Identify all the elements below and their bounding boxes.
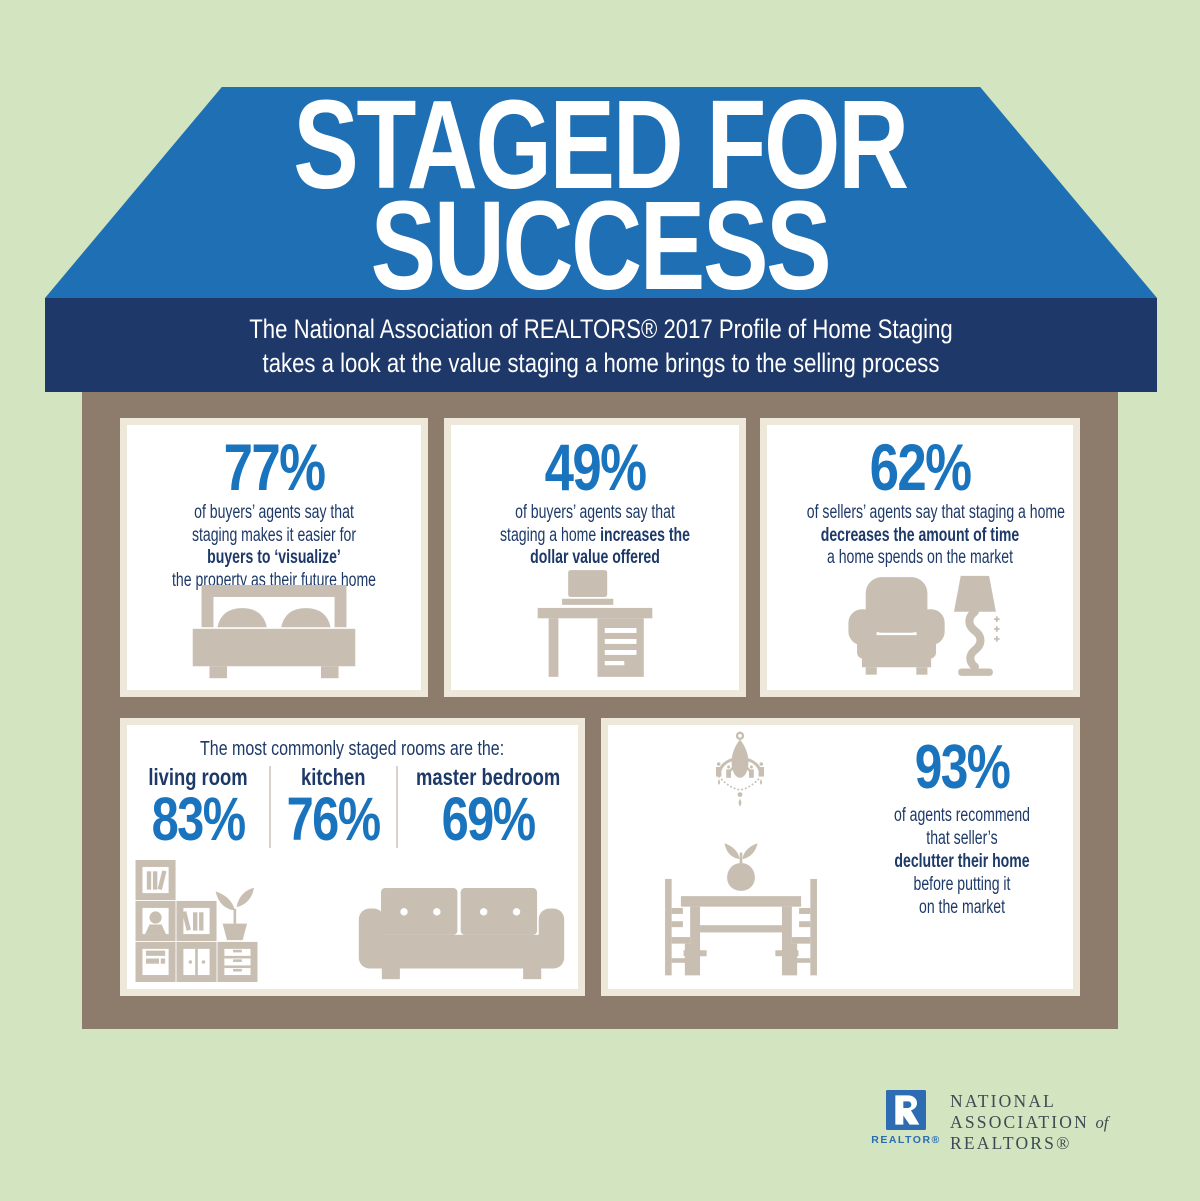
house-roof-shape (45, 87, 1157, 298)
stat-box-visualize: 77% of buyers’ agents say that staging m… (120, 418, 428, 697)
bed-icon (192, 585, 356, 679)
nar-org-line: REALTORS® (950, 1133, 1072, 1153)
stat-copy-dollar: of buyers’ agents say that staging a hom… (500, 502, 690, 568)
room-value: 69% (441, 785, 536, 853)
realtor-mark: REALTOR® (871, 1090, 939, 1146)
chandelier-icon (716, 731, 764, 807)
nar-org-line: NATIONAL (950, 1091, 1057, 1111)
stat-value-time: 62% (869, 430, 972, 504)
stat-value-declutter: 93% (914, 733, 1011, 802)
stat-copy-time: of sellers’ agents say that staging a ho… (806, 502, 1065, 568)
armchair-lamp-icon (848, 575, 1000, 676)
room-column-kitchen: kitchen 76% (271, 764, 396, 853)
nar-org-name: NATIONAL ASSOCIATION of REALTORS® (950, 1090, 1108, 1154)
sofa-icon (358, 888, 565, 980)
realtor-r-icon (886, 1090, 926, 1130)
column-divider (269, 766, 271, 848)
dining-table-icon (665, 843, 817, 976)
room-column-master-bedroom: master bedroom 69% (398, 764, 578, 853)
shelf-icon (135, 860, 258, 982)
column-divider (396, 766, 398, 848)
room-value: 76% (287, 785, 381, 853)
desk-icon (537, 570, 653, 677)
title-line-1: STAGED FOR (293, 74, 909, 215)
nar-logo: REALTOR® NATIONAL ASSOCIATION of REALTOR… (871, 1090, 1108, 1154)
declutter-box: 93% of agents recommend that seller’s de… (601, 718, 1080, 996)
stat-box-dollar-value: 49% of buyers’ agents say that staging a… (444, 418, 746, 697)
room-label: kitchen (301, 764, 366, 790)
nar-org-line: ASSOCIATION of (950, 1111, 1109, 1132)
title-line-2: SUCCESS (370, 175, 832, 316)
stat-value-visualize: 77% (223, 430, 326, 504)
subtitle-line-1: The National Association of REALTORS® 20… (249, 314, 953, 344)
room-label: master bedroom (415, 764, 561, 790)
room-column-living-room: living room 83% (127, 764, 269, 853)
rooms-box: The most commonly staged rooms are the: … (120, 718, 585, 996)
subtitle-line-2: takes a look at the value staging a home… (262, 348, 940, 378)
stat-box-time-on-market: 62% of sellers’ agents say that staging … (760, 418, 1080, 697)
stat-value-dollar: 49% (544, 430, 647, 504)
room-value: 83% (151, 785, 246, 853)
stat-copy-visualize: of buyers’ agents say that staging makes… (172, 502, 376, 591)
stat-copy-declutter: of agents recommend that seller’s declut… (894, 805, 1030, 918)
main-title: STAGED FOR SUCCESS (0, 74, 1200, 316)
subtitle-band: The National Association of REALTORS® 20… (45, 298, 1157, 392)
room-label: living room (148, 764, 248, 790)
realtor-wordmark: REALTOR® (871, 1134, 941, 1146)
declutter-text-block: 93% of agents recommend that seller’s de… (844, 733, 1080, 919)
rooms-row: living room 83% kitchen 76% master bedro… (127, 764, 578, 853)
rooms-heading: The most commonly staged rooms are the: (200, 738, 505, 760)
